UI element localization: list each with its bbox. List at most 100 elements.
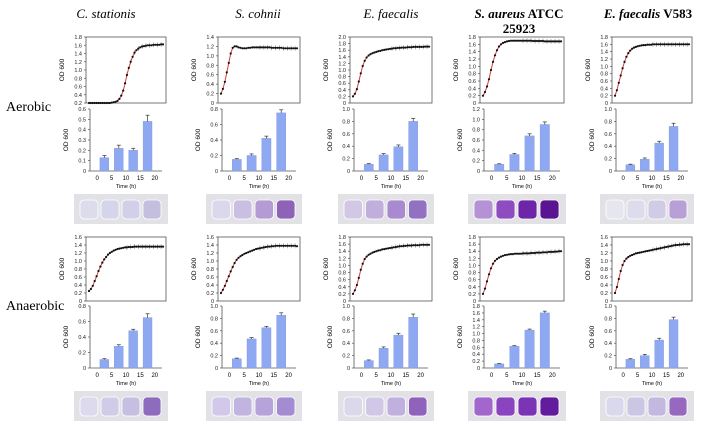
y-tick-label: 1.0	[206, 54, 214, 60]
y-tick-label: 1.4	[74, 243, 82, 249]
y-tick-label: 0.6	[338, 81, 346, 87]
growth-data-point	[657, 247, 660, 250]
row-label-aerobic: Aerobic	[6, 100, 51, 115]
y-tick-label: 0.6	[78, 320, 86, 326]
growth-data-point	[674, 43, 677, 46]
growth-data-point	[353, 289, 356, 292]
growth-data-point	[239, 255, 242, 258]
growth-data-point	[225, 71, 228, 74]
growth-data-point	[127, 66, 130, 69]
species-name: E. faecalis	[603, 6, 660, 21]
y-tick-label: 1.4	[338, 55, 346, 61]
y-tick-label: 1.2	[468, 57, 476, 63]
growth-data-point	[551, 250, 555, 253]
growth-data-point	[406, 244, 409, 247]
growth-data-point	[627, 52, 630, 55]
y-axis-label: OD 600	[585, 58, 592, 81]
growth-data-point	[152, 43, 155, 46]
growth-data-point	[632, 46, 636, 49]
growth-data-point	[272, 46, 275, 49]
x-axis-label: Time (h)	[116, 381, 136, 387]
growth-data-point	[676, 243, 679, 247]
growth-data-point	[543, 40, 547, 43]
growth-data-point	[615, 89, 619, 92]
growth-data-point	[412, 244, 415, 247]
growth-data-point	[642, 250, 645, 253]
y-tick-label: 0.2	[472, 159, 480, 165]
growth-data-point	[416, 244, 419, 247]
growth-data-point	[118, 247, 121, 250]
growth-data-point	[379, 249, 382, 252]
stained-well	[121, 396, 141, 417]
growth-data-point	[295, 245, 299, 248]
growth-data-point	[284, 47, 287, 50]
growth-data-point	[631, 47, 634, 50]
growth-data-point	[292, 47, 295, 50]
y-tick-label: 0.8	[342, 119, 350, 125]
stained-well	[408, 396, 428, 417]
stained-well	[276, 199, 296, 220]
growth-data-point	[367, 54, 370, 57]
growth-data-point	[268, 245, 271, 248]
stained-well	[211, 396, 231, 417]
growth-data-point	[668, 43, 672, 46]
species-header: S. cohnii	[235, 6, 281, 21]
growth-plot-frame	[479, 236, 565, 302]
od-bar	[408, 121, 419, 172]
od-bar	[625, 359, 636, 369]
y-tick-label: 1.4	[338, 249, 346, 255]
growth-data-point	[357, 80, 360, 83]
growth-data-point	[537, 39, 541, 43]
growth-data-point	[615, 285, 619, 289]
od-bar	[364, 360, 374, 369]
growth-data-point	[408, 46, 411, 49]
y-tick-label: 1.2	[74, 251, 82, 257]
od-bar	[246, 338, 257, 369]
growth-data-point	[270, 46, 273, 49]
growth-data-point	[387, 48, 390, 51]
x-tick-label: 0	[360, 176, 364, 182]
y-tick-label: 1.2	[206, 44, 214, 50]
growth-data-point	[507, 253, 511, 256]
y-tick-label: 0.2	[604, 157, 612, 163]
growth-data-point	[667, 245, 670, 248]
y-tick-label: 1.2	[338, 256, 346, 262]
y-tick-label: 0.4	[342, 144, 350, 150]
y-tick-label: 0.2	[210, 354, 218, 360]
growth-data-point	[537, 251, 541, 254]
x-tick-label: 10	[388, 373, 395, 379]
y-tick-label: 1.0	[600, 64, 608, 70]
strain-label: ATCC	[525, 6, 563, 21]
growth-data-point	[678, 43, 681, 46]
growth-data-point	[621, 67, 624, 70]
growth-data-point	[427, 243, 431, 246]
growth-data-point	[497, 45, 501, 48]
stained-well	[343, 396, 363, 417]
y-tick-label: 1.4	[468, 249, 476, 255]
y-axis-label: OD 600	[457, 325, 464, 348]
growth-data-point	[161, 245, 165, 248]
x-tick-label: 10	[256, 373, 263, 379]
growth-data-point	[515, 252, 519, 255]
y-tick-label: 0.2	[342, 157, 350, 163]
growth-data-point	[103, 101, 106, 105]
stained-well	[647, 199, 667, 220]
growth-data-point	[258, 247, 262, 250]
growth-data-point	[613, 291, 617, 295]
growth-data-point	[555, 40, 559, 43]
growth-data-point	[687, 243, 691, 246]
y-tick-label: 0.8	[206, 267, 214, 273]
y-tick-label: 0	[83, 366, 86, 372]
growth-data-point	[101, 101, 104, 105]
y-tick-label: 0.2	[600, 94, 608, 100]
strain-label: V583	[660, 6, 692, 21]
y-tick-label: 0	[473, 299, 476, 305]
stained-well	[365, 199, 385, 220]
growth-data-point	[686, 243, 689, 246]
growth-plot-frame	[217, 36, 301, 104]
y-tick-label: 0	[343, 299, 346, 305]
growth-data-point	[87, 101, 91, 105]
growth-data-point	[221, 288, 224, 291]
growth-data-point	[135, 49, 138, 52]
growth-data-point	[682, 243, 685, 246]
